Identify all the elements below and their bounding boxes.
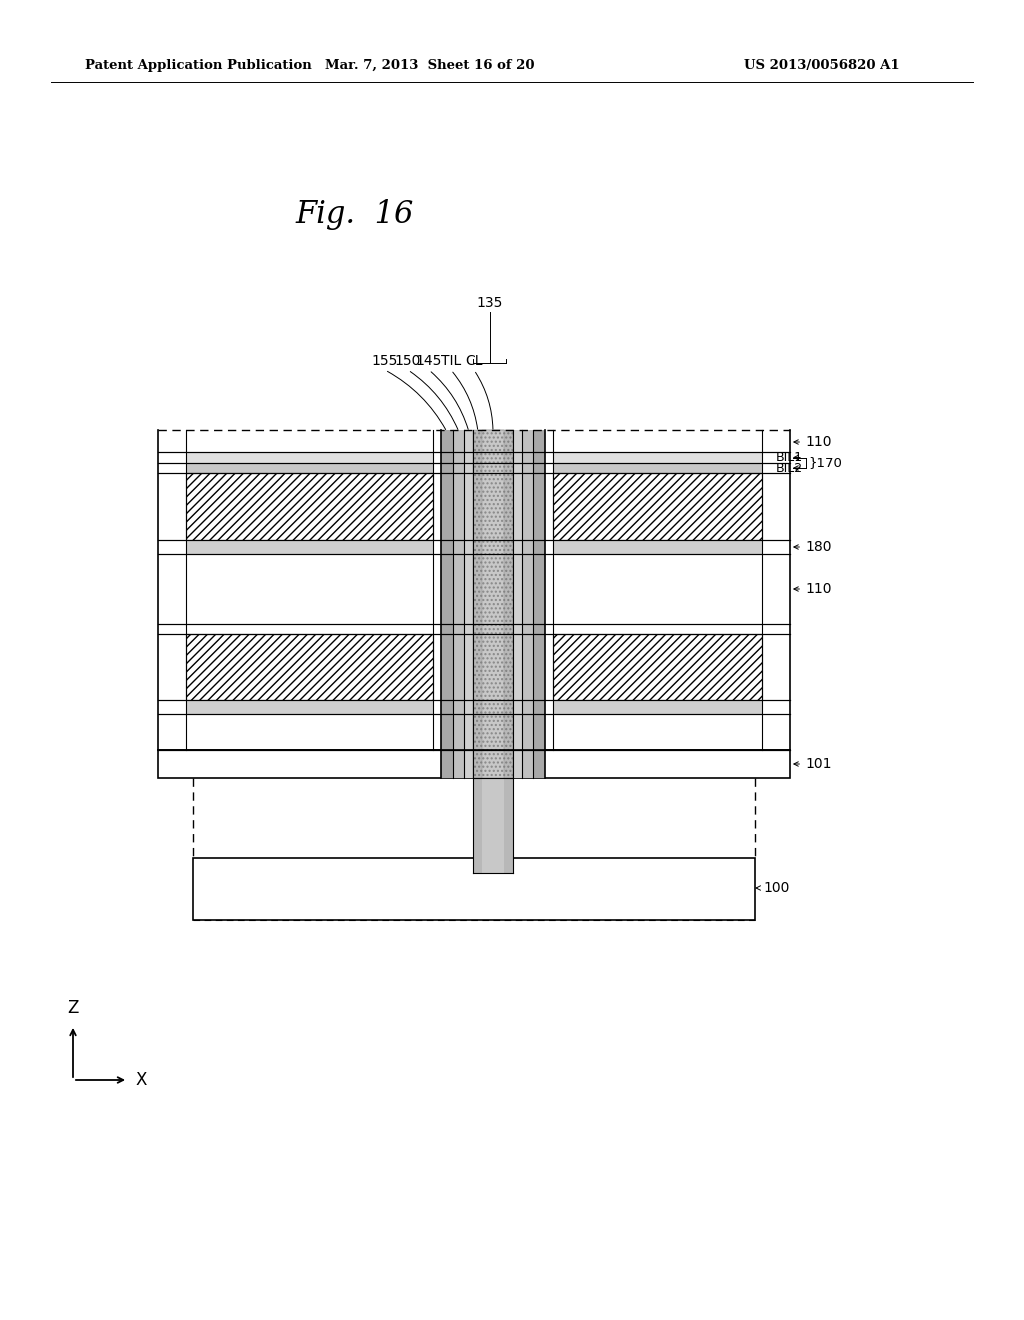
Bar bbox=[186, 473, 433, 540]
Bar bbox=[186, 634, 433, 700]
Text: Patent Application Publication: Patent Application Publication bbox=[85, 58, 311, 71]
Text: US 2013/0056820 A1: US 2013/0056820 A1 bbox=[744, 58, 900, 71]
Text: 135: 135 bbox=[476, 296, 503, 310]
Bar bbox=[482, 777, 504, 873]
Text: Fig.  16: Fig. 16 bbox=[296, 199, 414, 231]
Bar bbox=[186, 540, 433, 554]
Text: 150: 150 bbox=[395, 354, 421, 368]
Bar bbox=[482, 430, 504, 777]
Bar bbox=[186, 624, 433, 634]
Text: Z: Z bbox=[68, 999, 79, 1016]
Bar bbox=[553, 634, 762, 700]
Text: BIL1: BIL1 bbox=[776, 451, 803, 465]
Text: 101: 101 bbox=[794, 756, 831, 771]
Bar bbox=[553, 540, 762, 554]
Text: TIL: TIL bbox=[441, 354, 461, 368]
Bar bbox=[553, 463, 762, 473]
Bar bbox=[186, 463, 433, 473]
Bar bbox=[186, 451, 433, 463]
Bar bbox=[553, 700, 762, 714]
Bar bbox=[193, 858, 755, 920]
Text: CL: CL bbox=[465, 354, 482, 368]
Text: 180: 180 bbox=[794, 540, 831, 554]
Bar bbox=[464, 430, 522, 777]
Bar bbox=[473, 777, 513, 873]
Bar bbox=[453, 430, 534, 777]
Bar bbox=[158, 430, 790, 750]
Text: 110: 110 bbox=[794, 436, 831, 449]
Bar bbox=[186, 700, 433, 714]
Bar bbox=[553, 451, 762, 463]
Bar bbox=[441, 430, 545, 777]
Bar bbox=[473, 430, 513, 777]
Bar bbox=[158, 750, 790, 777]
Text: X: X bbox=[136, 1071, 147, 1089]
Text: 145: 145 bbox=[416, 354, 442, 368]
Text: 100: 100 bbox=[756, 880, 790, 895]
Text: BIL2: BIL2 bbox=[776, 462, 803, 474]
Bar bbox=[553, 473, 762, 540]
Text: 110: 110 bbox=[794, 582, 831, 597]
Bar bbox=[553, 624, 762, 634]
Text: Mar. 7, 2013  Sheet 16 of 20: Mar. 7, 2013 Sheet 16 of 20 bbox=[326, 58, 535, 71]
Text: }170: }170 bbox=[808, 457, 842, 469]
Text: 155: 155 bbox=[372, 354, 398, 368]
